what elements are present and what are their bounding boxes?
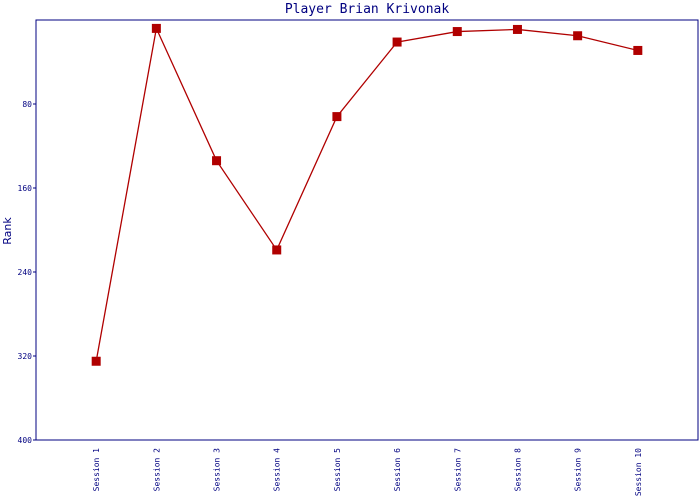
x-tick-label: Session 6 <box>393 448 402 492</box>
x-tick-label: Session 1 <box>92 448 101 492</box>
y-tick-label: 160 <box>18 184 33 193</box>
data-point <box>392 37 402 47</box>
data-point <box>151 23 161 33</box>
data-point <box>212 156 222 166</box>
x-tick-label: Session 7 <box>453 448 462 492</box>
data-point <box>452 27 462 37</box>
y-tick-label: 240 <box>18 268 33 277</box>
x-tick-label: Session 3 <box>213 448 222 492</box>
plot-frame <box>35 19 699 441</box>
y-tick-label: 320 <box>18 352 33 361</box>
y-axis-label: Rank <box>1 217 14 245</box>
data-point <box>332 112 342 122</box>
x-tick-label: Session 10 <box>634 448 643 496</box>
y-tick-label: 400 <box>18 436 33 445</box>
data-point <box>573 31 583 41</box>
data-point <box>633 45 643 55</box>
chart-title: Player Brian Krivonak <box>285 2 450 17</box>
x-tick-label: Session 2 <box>152 448 161 492</box>
x-tick-label: Session 8 <box>513 448 522 492</box>
y-tick-label: 80 <box>22 100 32 109</box>
x-tick-label: Session 5 <box>333 448 342 492</box>
data-point <box>272 245 282 255</box>
x-tick-label: Session 9 <box>574 448 583 492</box>
data-line <box>95 26 638 362</box>
x-tick-label: Session 4 <box>273 448 282 492</box>
data-point <box>91 356 101 366</box>
data-point <box>512 24 522 34</box>
